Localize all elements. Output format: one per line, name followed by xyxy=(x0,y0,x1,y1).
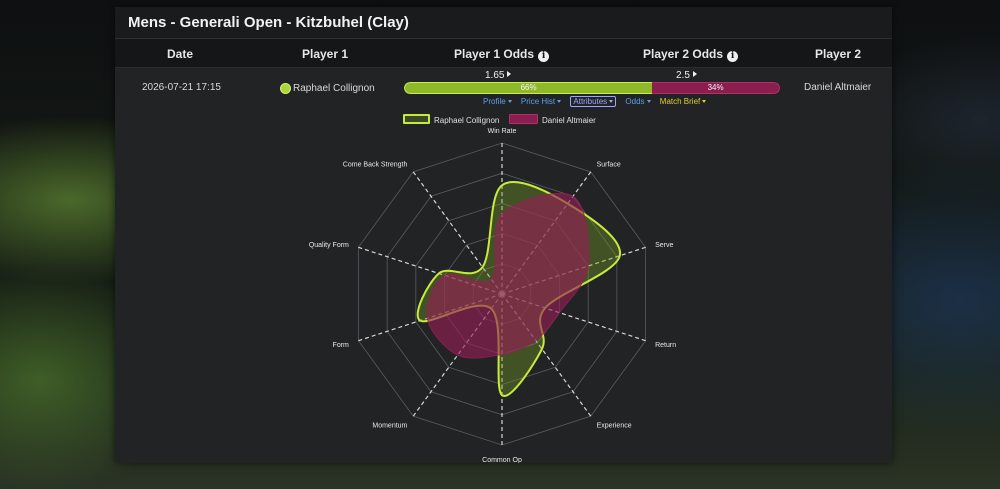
caret-down-icon xyxy=(702,100,707,103)
grid-spoke xyxy=(501,293,646,342)
header-date: Date xyxy=(167,47,194,61)
header-player1: Player 1 xyxy=(302,47,349,61)
triangle-right-icon xyxy=(507,71,512,77)
header-player2-odds-label: Player 2 Odds xyxy=(643,47,724,61)
player1-probability: 66% xyxy=(404,82,653,94)
menu-odds[interactable]: Odds xyxy=(625,97,651,106)
info-icon[interactable]: i xyxy=(727,51,739,62)
grid-ring xyxy=(357,142,647,446)
menu-price-hist-label: Price Hist xyxy=(520,97,556,106)
player2-probability: 34% xyxy=(652,82,780,94)
caret-down-icon xyxy=(646,100,651,103)
title-bar: Mens - Generali Open - Kitzbuhel (Clay) xyxy=(115,7,892,39)
grid-ring xyxy=(444,233,560,355)
axis-label: Serve xyxy=(655,242,673,249)
axis-label: Form xyxy=(333,342,350,349)
grid-ring xyxy=(415,202,589,386)
axis-label: Return xyxy=(655,342,676,349)
axis-label: Momentum xyxy=(372,422,407,429)
page-title: Mens - Generali Open - Kitzbuhel (Clay) xyxy=(128,14,409,31)
probability-bar: 66% 34% xyxy=(404,82,780,94)
series-area-player2 xyxy=(426,193,590,359)
legend-swatch-series1 xyxy=(403,114,430,124)
green-dot-icon xyxy=(280,83,291,94)
axis-label: Come Back Strength xyxy=(343,162,408,169)
menu-price-hist[interactable]: Price Hist xyxy=(520,97,562,106)
player1-name[interactable]: Raphael Collignon xyxy=(293,83,375,94)
header-player1-odds: Player 1 Odds i xyxy=(454,47,550,62)
grid-spoke xyxy=(358,246,503,295)
grid-spoke xyxy=(412,293,503,417)
caret-down-icon xyxy=(507,100,512,103)
match-menu: Profile Price Hist Attributes Odds Match… xyxy=(483,96,713,107)
legend-series1[interactable]: Raphael Collignon xyxy=(403,114,499,125)
grid-spoke xyxy=(412,171,503,295)
series-area-player1 xyxy=(416,180,621,397)
legend-series2-label: Daniel Altmaier xyxy=(542,116,596,125)
table-header: Date Player 1 Player 1 Odds i Player 2 Od… xyxy=(115,39,892,68)
menu-profile[interactable]: Profile xyxy=(483,97,512,106)
menu-match-brief-label: Match Brief xyxy=(659,97,701,106)
menu-attributes[interactable]: Attributes xyxy=(570,96,617,107)
grid-spoke xyxy=(501,293,592,417)
grid-spoke xyxy=(358,293,503,342)
player1-odds[interactable]: 1.65 xyxy=(485,70,512,81)
legend-series2[interactable]: Daniel Altmaier xyxy=(509,114,596,125)
axis-label: Win Rate xyxy=(488,128,517,135)
player2-odds[interactable]: 2.5 xyxy=(676,70,697,81)
grid-spoke xyxy=(501,171,592,295)
player2-odds-value: 2.5 xyxy=(676,70,690,81)
match-panel: Mens - Generali Open - Kitzbuhel (Clay) … xyxy=(115,7,892,463)
player1-odds-value: 1.65 xyxy=(485,70,505,81)
axis-label: Surface xyxy=(597,162,621,169)
header-player2-odds: Player 2 Odds i xyxy=(643,47,739,62)
menu-profile-label: Profile xyxy=(483,97,506,106)
player2-name[interactable]: Daniel Altmaier xyxy=(804,82,872,93)
axis-label: Common Op xyxy=(482,457,522,463)
legend-series1-label: Raphael Collignon xyxy=(434,116,500,125)
menu-attributes-label: Attributes xyxy=(573,97,608,106)
menu-match-brief[interactable]: Match Brief xyxy=(659,97,707,106)
grid-spoke xyxy=(501,246,646,295)
header-player1-odds-label: Player 1 Odds xyxy=(454,47,535,61)
menu-odds-label: Odds xyxy=(625,97,645,106)
header-player2: Player 2 xyxy=(815,47,862,61)
grid-ring xyxy=(472,263,532,325)
legend-swatch-series2 xyxy=(509,114,538,124)
triangle-right-icon xyxy=(692,71,697,77)
axis-label: Experience xyxy=(597,422,632,429)
match-date: 2026-07-21 17:15 xyxy=(142,82,221,93)
axis-label: Quality Form xyxy=(309,242,349,249)
grid-ring xyxy=(386,172,618,416)
caret-down-icon xyxy=(557,100,562,103)
caret-down-icon xyxy=(609,100,614,103)
info-icon[interactable]: i xyxy=(538,51,550,62)
